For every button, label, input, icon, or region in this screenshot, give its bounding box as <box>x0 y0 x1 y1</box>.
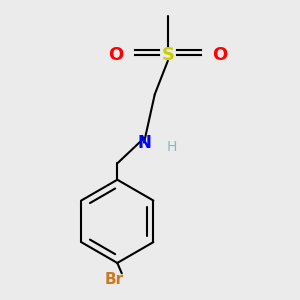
Text: H: H <box>167 140 178 154</box>
Text: O: O <box>108 46 123 64</box>
Text: S: S <box>161 46 174 64</box>
Text: O: O <box>212 46 227 64</box>
Text: Br: Br <box>105 272 124 287</box>
Text: N: N <box>137 134 151 152</box>
